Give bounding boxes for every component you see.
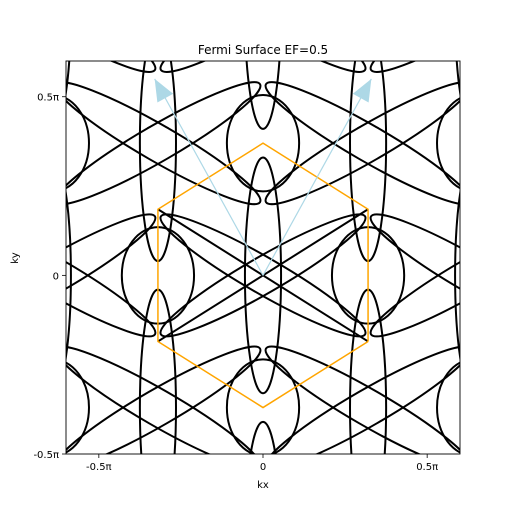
fermi-lens xyxy=(66,61,157,73)
fermi-pocket-ellipse xyxy=(122,0,194,59)
chart-title: Fermi Surface EF=0.5 xyxy=(198,43,328,57)
fermi-lens xyxy=(159,61,367,73)
fermi-pocket-ellipse xyxy=(225,358,301,454)
fermi-pocket-ellipse xyxy=(66,361,90,454)
fermi-lens xyxy=(454,188,460,363)
fermi-lens xyxy=(369,213,460,338)
fermi-lens xyxy=(0,465,164,510)
fermi-lens xyxy=(459,452,460,454)
fermi-pocket-ellipse xyxy=(122,492,194,510)
fermi-lens xyxy=(264,345,460,454)
fermi-lens xyxy=(455,61,460,99)
fermi-lens xyxy=(66,61,157,73)
fermi-lens xyxy=(467,333,511,482)
reciprocal-vector xyxy=(262,78,372,276)
fermi-lens xyxy=(467,69,511,218)
fermi-lens xyxy=(66,81,262,206)
fermi-pocket-ellipse xyxy=(332,0,404,59)
y-tick-label: 0 xyxy=(53,271,59,282)
reciprocal-vector xyxy=(154,78,264,276)
fermi-lens xyxy=(245,61,281,130)
fermi-lens xyxy=(66,188,72,363)
fermi-lens xyxy=(264,81,460,206)
fermi-lens xyxy=(264,81,460,206)
fermi-lens xyxy=(66,213,157,338)
reciprocal-vector-arrowhead xyxy=(154,78,174,103)
y-tick-label: 0.5π xyxy=(37,93,59,104)
x-tick-label: 0 xyxy=(260,462,266,473)
fermi-lens xyxy=(467,69,511,218)
fermi-lens xyxy=(0,465,164,510)
fermi-lens xyxy=(159,61,367,73)
fermi-lens xyxy=(0,69,59,218)
fermi-lens xyxy=(243,156,283,395)
fermi-lens xyxy=(369,61,460,73)
fermi-lens xyxy=(467,333,511,482)
fermi-lens xyxy=(66,213,157,338)
fermi-lens xyxy=(66,61,71,99)
fermi-lens xyxy=(0,69,59,218)
fermi-lens xyxy=(249,420,277,454)
fermi-pocket-ellipse xyxy=(436,97,460,190)
x-axis: -0.5π 0 0.5π xyxy=(86,454,438,473)
fermi-lens xyxy=(369,213,460,338)
fermi-lens xyxy=(66,81,262,206)
fermi-pocket-ellipse xyxy=(225,93,301,193)
y-axis-title: ky xyxy=(10,252,21,263)
y-tick-label: -0.5π xyxy=(33,450,59,461)
x-axis-title: kx xyxy=(257,480,269,491)
brillouin-zone xyxy=(157,142,369,409)
fermi-lens xyxy=(66,345,262,454)
reciprocal-vector-arrowhead xyxy=(352,78,372,103)
fermi-pocket-ellipse xyxy=(66,97,90,190)
fermi-pocket-ellipse xyxy=(436,361,460,454)
fermi-pocket-ellipse xyxy=(332,492,404,510)
fermi-lens xyxy=(66,345,262,454)
fermi-lens xyxy=(369,61,460,73)
fermi-lens xyxy=(264,345,460,454)
x-tick-label: 0.5π xyxy=(416,462,438,473)
y-axis: -0.5π 0 0.5π xyxy=(33,93,66,461)
fermi-lens xyxy=(66,452,67,454)
x-tick-label: -0.5π xyxy=(86,462,112,473)
